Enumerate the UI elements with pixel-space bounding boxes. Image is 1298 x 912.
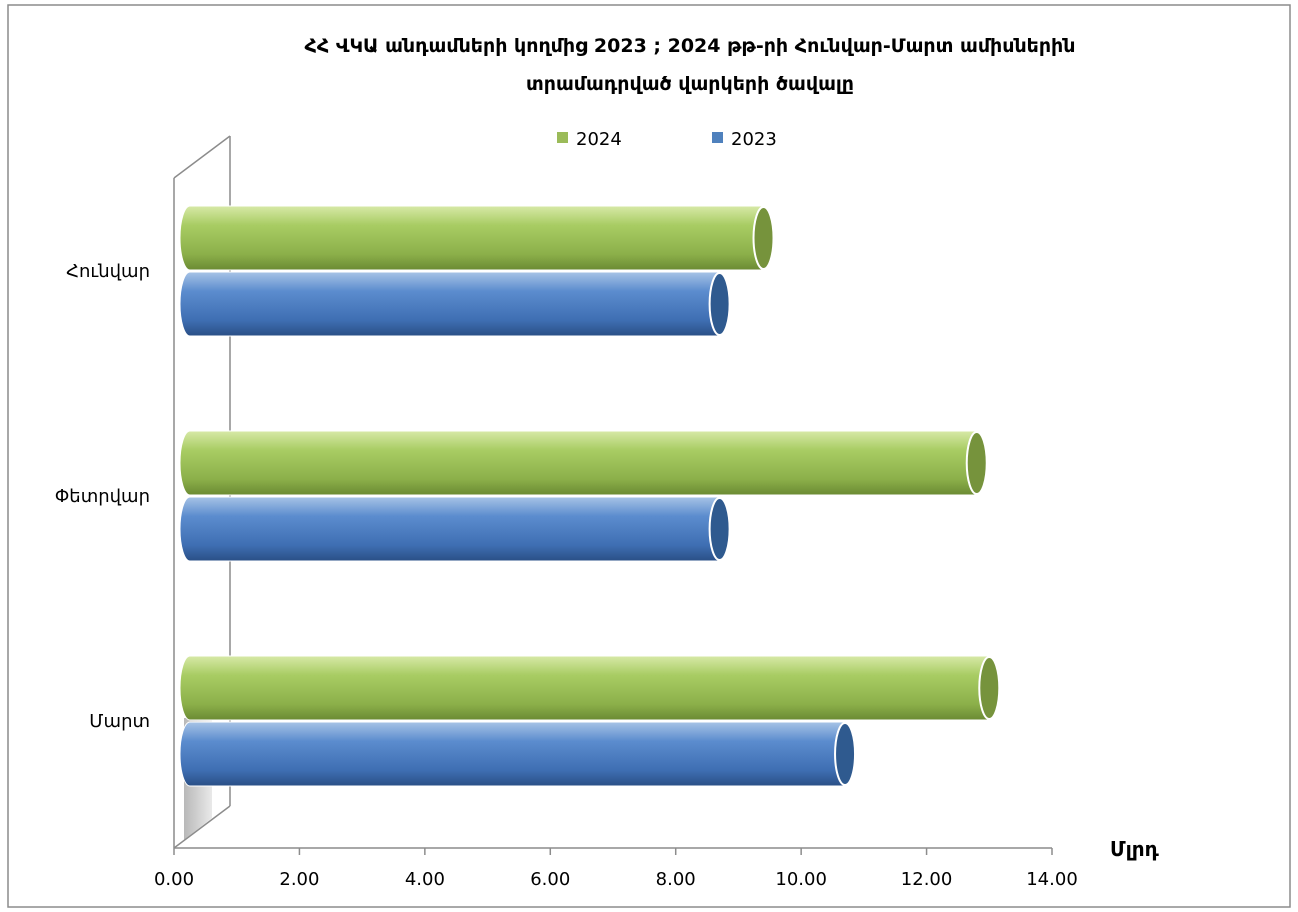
bar-2024-Փետրվար: [179, 430, 988, 496]
bar-2023-Մարտ: [179, 721, 857, 787]
category-label: Մարտ: [89, 711, 150, 732]
x-tick-label: 4.00: [405, 869, 445, 890]
x-tick-label: 14.00: [1026, 869, 1078, 890]
x-tick-label: 12.00: [901, 869, 953, 890]
legend-label-2023: 2023: [731, 129, 777, 150]
x-tick-label: 10.00: [775, 869, 827, 890]
bar-2024-Մարտ: [179, 655, 1001, 721]
category-label: Փետրվար: [55, 486, 150, 507]
x-axis-ticks: 0.00 2.00 4.00 6.00 8.00 10.00 12.00 14.00: [154, 848, 1078, 890]
legend-label-2024: 2024: [576, 129, 622, 150]
x-tick-label: 8.00: [656, 869, 696, 890]
x-tick-label: 0.00: [154, 869, 194, 890]
chart-title-line-1: ՀՀ ՎԿԱ անդամների կողմից 2023 ; 2024 թթ-ր…: [305, 35, 1076, 57]
x-tick-label: 6.00: [530, 869, 570, 890]
x-axis-unit-label: Մլրդ: [1110, 837, 1160, 861]
legend-swatch-2023: [712, 132, 723, 143]
category-label: Հունվար: [66, 261, 150, 282]
category-labels: Հունվար Փետրվար Մարտ: [55, 261, 150, 732]
legend-swatch-2024: [557, 132, 568, 143]
x-tick-label: 2.00: [279, 869, 319, 890]
bar-2023-Հունվար: [179, 271, 731, 337]
bars: [179, 205, 1001, 787]
chart-title-line-2: տրամադրված վարկերի ծավալը: [526, 73, 854, 95]
bar-2024-Հունվար: [179, 205, 775, 271]
bar-2023-Փետրվար: [179, 496, 731, 562]
legend: 2024 2023: [557, 129, 777, 150]
